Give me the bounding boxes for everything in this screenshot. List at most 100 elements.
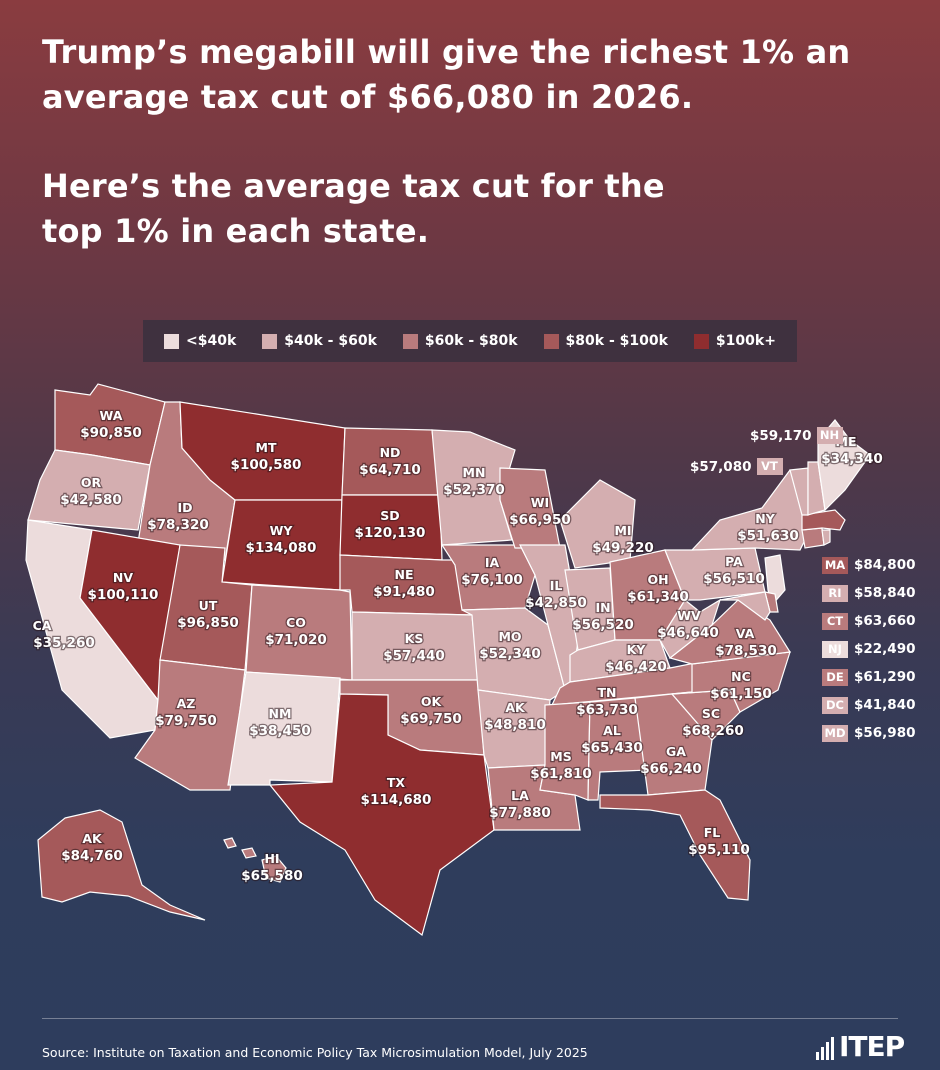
small-state-row: MA $84,800	[822, 555, 916, 575]
headline: Trump’s megabill will give the richest 1…	[42, 30, 850, 120]
small-state-value: $61,290	[854, 669, 916, 685]
label-SD-value: $120,130	[355, 525, 426, 541]
label-VA-abbr: VA	[736, 626, 755, 641]
state-MI	[559, 479, 636, 569]
label-FL-value: $95,110	[688, 842, 750, 858]
label-CA-value: $35,260	[33, 635, 95, 651]
small-state-value: $63,660	[854, 613, 916, 629]
label-WA-value: $90,850	[80, 425, 142, 441]
label-NY-abbr: NY	[755, 511, 775, 526]
small-state-row: MD $56,980	[822, 723, 916, 743]
label-LA-value: $77,880	[489, 805, 551, 821]
label-VA-value: $78,530	[715, 643, 777, 659]
label-NV-abbr: NV	[113, 570, 133, 585]
label-UT-value: $96,850	[177, 615, 239, 631]
label-WI-abbr: WI	[531, 495, 549, 510]
label-NE-abbr: NE	[394, 567, 413, 582]
state-AZ	[134, 659, 246, 791]
state-NM	[227, 671, 341, 786]
label-MI-abbr: MI	[614, 523, 631, 538]
label-IA-abbr: IA	[485, 555, 500, 570]
legend-swatch	[402, 333, 418, 349]
label-FL-abbr: FL	[704, 825, 721, 840]
state-labels: WA $90,850 OR $42,580 CA $35,260 ID $78,…	[31, 407, 884, 886]
small-state-value: $84,800	[854, 557, 916, 573]
label-WV-abbr: WV	[677, 608, 701, 623]
label-AR-value: $48,810	[484, 717, 546, 733]
small-states-list: MA $84,800 RI $58,840 CT $63,660 NJ $22,…	[822, 555, 916, 751]
logo-text: ITEP	[839, 1030, 905, 1063]
legend-swatch	[262, 333, 278, 349]
label-OR-value: $42,580	[60, 492, 122, 508]
state-KS	[351, 611, 479, 681]
label-WA-abbr: WA	[100, 408, 123, 423]
label-ND-value: $64,710	[359, 462, 421, 478]
callout-VT-chip: VT	[756, 458, 783, 475]
label-TN-abbr: TN	[598, 685, 617, 700]
itep-logo: ITEP	[816, 1030, 905, 1063]
label-ID-abbr: ID	[177, 500, 192, 515]
state-MA	[801, 509, 846, 531]
label-OK-abbr: OK	[421, 694, 443, 709]
footer-divider	[42, 1018, 898, 1019]
label-OR-abbr: OR	[81, 475, 102, 490]
label-MS-value: $61,810	[530, 766, 592, 782]
small-state-chip: DC	[822, 696, 848, 714]
small-state-chip: DE	[822, 668, 848, 686]
label-PA-abbr: PA	[725, 554, 743, 569]
state-CO	[245, 584, 353, 681]
label-MN-value: $52,370	[443, 482, 505, 498]
label-GA-value: $66,240	[640, 761, 702, 777]
label-SD-abbr: SD	[380, 508, 399, 523]
callout-VT: $57,080 VT	[690, 458, 783, 475]
label-NM-abbr: NM	[269, 706, 292, 721]
small-state-row: RI $58,840	[822, 583, 916, 603]
state-CT	[801, 527, 825, 549]
label-GA-abbr: GA	[666, 744, 686, 759]
label-CA-abbr: CA	[33, 618, 52, 633]
source-note: Source: Institute on Taxation and Econom…	[42, 1045, 588, 1060]
legend-swatch	[693, 333, 709, 349]
label-SC-value: $68,260	[682, 723, 744, 739]
state-NC	[671, 651, 791, 713]
state-OR	[27, 449, 151, 531]
label-AL-abbr: AL	[603, 723, 621, 738]
label-MT-value: $100,580	[231, 457, 302, 473]
label-LA-abbr: LA	[511, 788, 529, 803]
small-state-row: NJ $22,490	[822, 639, 916, 659]
label-AL-value: $65,430	[581, 740, 643, 756]
legend-item-80-100: $80k - $100k	[543, 333, 668, 349]
label-ME-value: $34,340	[821, 451, 883, 467]
label-MI-value: $49,220	[592, 540, 654, 556]
label-MN-abbr: MN	[463, 465, 486, 480]
label-SC-abbr: SC	[702, 706, 720, 721]
legend-label: $40k - $60k	[284, 333, 377, 349]
label-IL-value: $42,850	[525, 595, 587, 611]
label-WI-value: $66,950	[509, 512, 571, 528]
small-state-chip: NJ	[822, 640, 848, 658]
small-state-value: $41,840	[854, 697, 916, 713]
label-AR-abbr: AK	[505, 700, 526, 715]
label-KS-value: $57,440	[383, 648, 445, 664]
state-HI	[223, 837, 287, 883]
label-KY-abbr: KY	[627, 642, 647, 657]
label-MO-abbr: MO	[498, 629, 521, 644]
label-UT-abbr: UT	[199, 598, 218, 613]
label-OK-value: $69,750	[400, 711, 462, 727]
label-IL-abbr: IL	[550, 578, 563, 593]
legend-label: $100k+	[715, 333, 776, 349]
label-HI-value: $65,580	[241, 868, 303, 884]
label-KY-value: $46,420	[605, 659, 667, 675]
label-TN-value: $63,730	[576, 702, 638, 718]
legend-item-40-60: $40k - $60k	[262, 333, 377, 349]
small-state-value: $58,840	[854, 585, 916, 601]
small-state-value: $22,490	[854, 641, 916, 657]
label-NV-value: $100,110	[88, 587, 159, 603]
label-NC-abbr: NC	[731, 669, 751, 684]
state-TX	[268, 693, 495, 937]
label-TX-abbr: TX	[387, 775, 406, 790]
state-FL	[599, 789, 751, 901]
headline-line-2: average tax cut of $66,080 in 2026.	[42, 78, 694, 116]
label-CO-abbr: CO	[286, 615, 306, 630]
label-AK-value: $84,760	[61, 848, 123, 864]
